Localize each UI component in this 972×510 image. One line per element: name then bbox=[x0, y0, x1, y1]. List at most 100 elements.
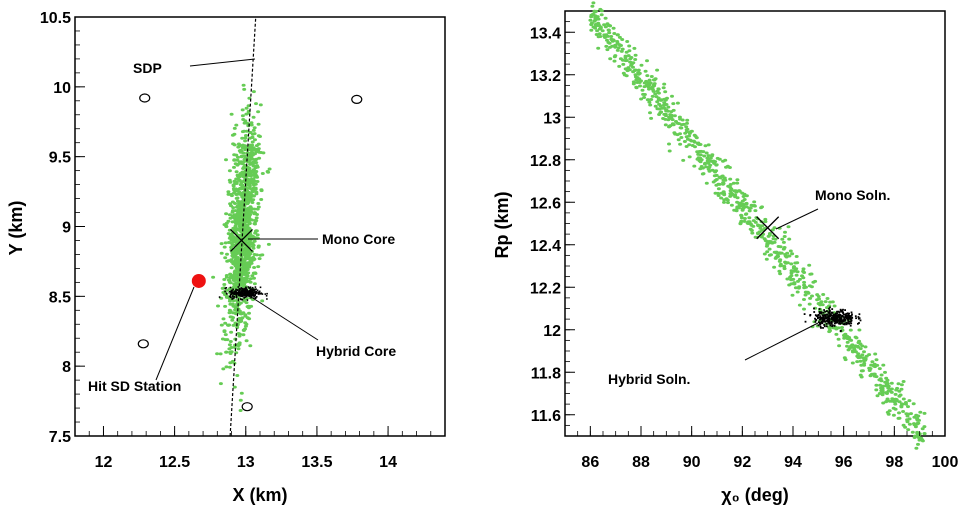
left-hybrid-point bbox=[249, 293, 251, 296]
right-hybrid-point bbox=[850, 320, 853, 322]
left-mono-point bbox=[234, 180, 239, 184]
left-hybrid-point bbox=[230, 296, 232, 299]
right-mono-point bbox=[916, 442, 920, 446]
right-mono-point bbox=[653, 92, 658, 96]
left-hybrid-point bbox=[231, 296, 234, 298]
left-hybrid-point bbox=[253, 292, 256, 294]
right-x-axis-label: χ₀ (deg) bbox=[721, 485, 788, 505]
left-mono-point bbox=[248, 208, 253, 211]
right-hybrid-point bbox=[823, 309, 825, 311]
right-hybrid-point bbox=[820, 320, 823, 323]
left-mono-point bbox=[237, 334, 242, 338]
left-mono-point bbox=[242, 129, 247, 133]
left-mono-point bbox=[222, 329, 227, 333]
left-mono-point bbox=[252, 282, 257, 286]
left-mono-point bbox=[253, 220, 258, 223]
right-mono-point bbox=[663, 90, 668, 94]
right-hybrid-point bbox=[835, 321, 838, 324]
right-mono-point bbox=[887, 389, 892, 393]
right-mono-point bbox=[605, 48, 610, 52]
right-hybrid-point bbox=[833, 320, 836, 323]
left-mono-point bbox=[244, 339, 249, 343]
left-mono-point bbox=[255, 180, 260, 183]
right-mono-point bbox=[624, 74, 629, 78]
right-mono-point bbox=[679, 136, 684, 139]
left-mono-point bbox=[226, 190, 231, 194]
left-mono-point bbox=[234, 196, 239, 200]
left-mono-point bbox=[237, 341, 242, 345]
left-mono-point bbox=[251, 115, 256, 119]
left-mono-point bbox=[232, 165, 236, 169]
right-mono-point bbox=[840, 326, 844, 329]
right-mono-point bbox=[672, 131, 677, 135]
left-mono-point bbox=[235, 323, 240, 327]
right-mono-point bbox=[603, 16, 608, 20]
left-hybrid-point bbox=[264, 293, 267, 295]
right-y-tick-label: 11.6 bbox=[531, 408, 561, 425]
right-mono-point bbox=[891, 413, 896, 417]
right-hybrid-point bbox=[825, 320, 828, 322]
left-hybrid-point bbox=[251, 286, 254, 289]
right-mono-point bbox=[784, 255, 789, 259]
right-mono-point bbox=[780, 237, 785, 241]
left-mono-point bbox=[227, 299, 232, 303]
left-mono-point bbox=[233, 202, 237, 205]
left-hybrid-point bbox=[228, 290, 231, 293]
left-mono-point bbox=[255, 165, 260, 169]
left-mono-point bbox=[239, 211, 244, 215]
right-mono-point bbox=[663, 123, 668, 127]
right-hybrid-point bbox=[822, 318, 825, 320]
right-hybrid-point bbox=[846, 312, 849, 315]
right-mono-point bbox=[627, 49, 632, 53]
left-mono-point bbox=[249, 152, 254, 155]
left-mono-point bbox=[226, 232, 231, 236]
left-mono-point bbox=[227, 365, 232, 369]
left-hybrid-point bbox=[248, 287, 251, 289]
right-mono-point bbox=[659, 98, 663, 102]
left-mono-point bbox=[239, 391, 244, 395]
left-mono-point bbox=[242, 157, 247, 161]
right-mono-point bbox=[915, 431, 920, 435]
right-mono-point bbox=[842, 336, 847, 340]
left-sd-station-marker bbox=[139, 93, 151, 103]
left-mono-point bbox=[253, 272, 258, 275]
right-mono-point bbox=[738, 222, 743, 226]
right-mono-point bbox=[653, 104, 658, 108]
left-hybrid-point bbox=[236, 289, 238, 291]
right-mono-point bbox=[901, 397, 906, 401]
left-mono-point bbox=[233, 218, 238, 222]
right-mono-point bbox=[716, 194, 721, 197]
left-mono-point bbox=[233, 209, 238, 213]
left-sd-station-marker bbox=[241, 402, 253, 412]
right-mono-point bbox=[763, 217, 768, 221]
right-mono-point bbox=[687, 143, 692, 147]
left-hybrid-point bbox=[239, 291, 242, 294]
right-hybrid-point bbox=[831, 318, 833, 321]
right-hybrid-point bbox=[846, 318, 849, 320]
right-mono-point bbox=[776, 245, 781, 248]
right-y-axis-label: Rp (km) bbox=[492, 191, 512, 258]
right-hybrid-point bbox=[813, 307, 815, 310]
left-hybrid-point bbox=[252, 288, 255, 291]
right-mono-point bbox=[790, 252, 795, 256]
right-hybrid-point bbox=[837, 315, 840, 318]
right-mono-point bbox=[758, 224, 762, 228]
right-mono-point bbox=[832, 304, 837, 308]
right-hybrid-point bbox=[814, 314, 817, 316]
left-hybrid-point bbox=[225, 292, 228, 295]
right-hybrid-point bbox=[851, 317, 854, 319]
right-hybrid-point bbox=[827, 315, 829, 317]
right-hybrid-point bbox=[838, 319, 841, 322]
right-mono-point bbox=[671, 102, 676, 106]
left-mono-point bbox=[253, 186, 258, 190]
right-mono-point bbox=[724, 197, 729, 201]
left-hybrid-point bbox=[231, 298, 234, 300]
left-hybrid-point bbox=[250, 296, 252, 299]
right-mono-point bbox=[816, 295, 821, 298]
right-mono-point bbox=[881, 401, 886, 405]
right-mono-point bbox=[642, 96, 647, 99]
right-mono-point bbox=[737, 189, 742, 193]
left-mono-point bbox=[243, 223, 248, 227]
right-mono-point bbox=[791, 266, 796, 270]
right-mono-point bbox=[856, 345, 860, 349]
